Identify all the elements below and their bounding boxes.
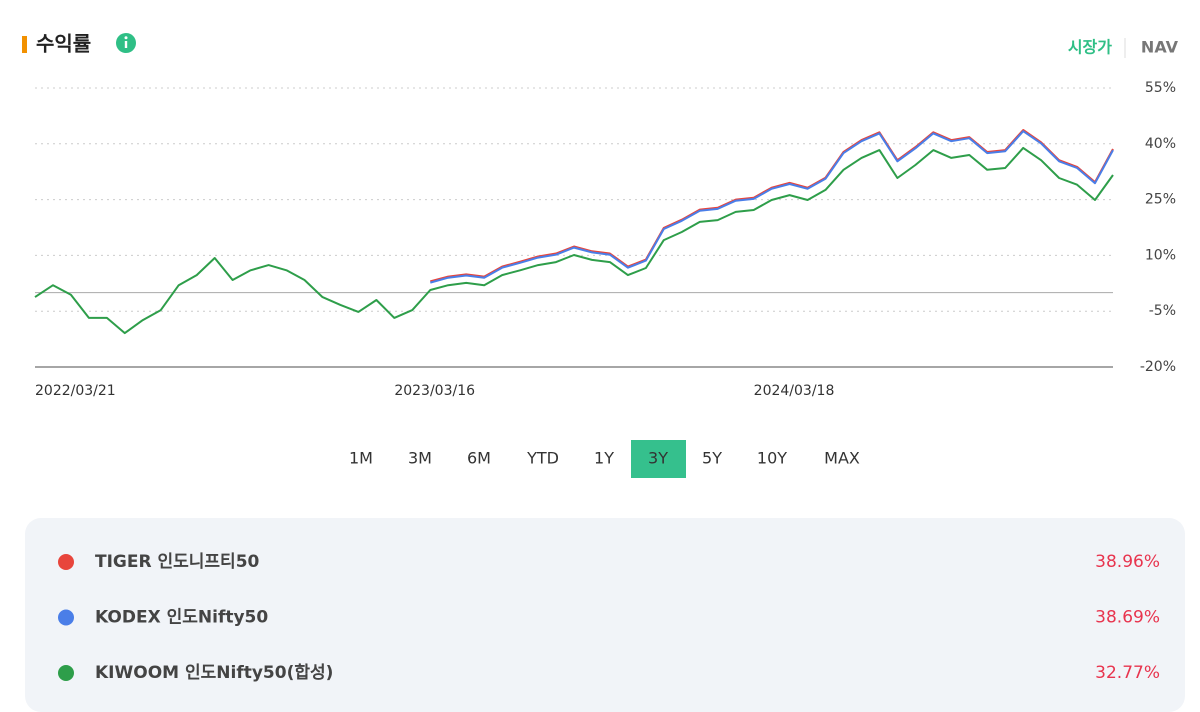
y-tick-label: 10%	[1145, 247, 1176, 263]
tab-label[interactable]: 1Y	[594, 449, 614, 468]
return-value: 38.69%	[1095, 608, 1160, 628]
period-tab[interactable]: 10Y	[757, 449, 787, 468]
legend-dot	[58, 609, 74, 626]
tab-label[interactable]: 1M	[349, 449, 373, 468]
tab-label[interactable]: YTD	[526, 449, 559, 468]
x-tick-label: 2023/03/16	[394, 383, 475, 399]
period-tab[interactable]: 3M	[408, 449, 432, 468]
period-tab[interactable]: 1Y	[594, 449, 614, 468]
return-value: 32.77%	[1095, 663, 1160, 683]
tab-label[interactable]: 3M	[408, 449, 432, 468]
y-tick-label: -20%	[1140, 359, 1176, 375]
title-accent	[22, 36, 27, 53]
y-tick-label: 40%	[1145, 136, 1176, 152]
summary-panel	[25, 518, 1185, 712]
legend-name: KODEX 인도Nifty50	[95, 608, 268, 628]
x-tick-label: 2024/03/18	[754, 383, 835, 399]
series-line	[34, 146, 1114, 335]
y-tick-label: 55%	[1145, 80, 1176, 96]
period-tab[interactable]: 3Y	[631, 440, 686, 478]
info-icon[interactable]	[116, 33, 136, 53]
period-tab[interactable]: MAX	[824, 449, 860, 468]
toggle-nav[interactable]: NAV	[1141, 38, 1179, 57]
legend-name: KIWOOM 인도Nifty50(합성)	[95, 662, 333, 683]
section-title: 수익률	[36, 32, 91, 56]
tab-label[interactable]: 3Y	[648, 449, 668, 468]
y-tick-label: -5%	[1149, 303, 1176, 319]
x-tick-label: 2022/03/21	[35, 383, 116, 399]
summary-list: TIGER 인도니프티50 38.96% KODEX 인도Nifty50 38.69%…	[58, 552, 1160, 683]
legend-dot	[58, 665, 74, 681]
series-line	[430, 129, 1114, 283]
series-line	[430, 130, 1114, 284]
return-value: 38.96%	[1095, 552, 1160, 572]
legend-dot	[58, 554, 74, 570]
toggle-market[interactable]: 시장가	[1068, 38, 1112, 57]
tab-label[interactable]: MAX	[824, 449, 860, 468]
period-tab[interactable]: 6M	[467, 449, 491, 468]
period-tab[interactable]: 1M	[349, 449, 373, 468]
tab-label[interactable]: 6M	[467, 449, 491, 468]
plot: -20% -5% 10% 25% 40% 55% 2022/03/21 2023/03/16 2…	[34, 80, 1176, 399]
active-tab-bg	[631, 440, 686, 478]
tab-label[interactable]: 10Y	[757, 449, 787, 468]
period-tab[interactable]: 5Y	[702, 449, 722, 468]
period-tab[interactable]: YTD	[526, 449, 559, 468]
tab-label[interactable]: 5Y	[702, 449, 722, 468]
legend-name: TIGER 인도니프티50	[95, 552, 260, 572]
period-tabs: 1M 3M 6M YTD 1Y 3Y 5Y 10Y MAX	[349, 440, 860, 478]
y-tick-label: 25%	[1145, 192, 1176, 208]
